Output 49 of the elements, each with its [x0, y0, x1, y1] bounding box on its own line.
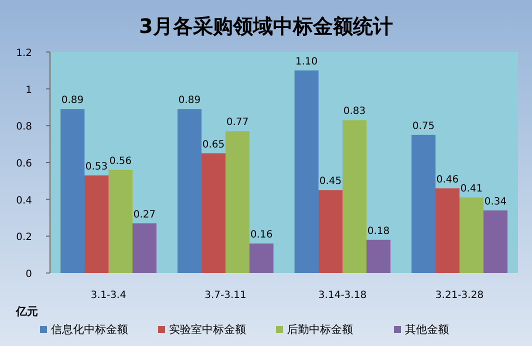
x-tick-label: 3.14-3.18	[318, 290, 367, 301]
data-label: 0.45	[319, 176, 342, 188]
bar	[249, 244, 274, 273]
data-label: 0.27	[133, 209, 156, 220]
bar	[436, 188, 460, 273]
legend-label: 信息化中标金额	[51, 323, 128, 336]
chart-title: 3月各采购领域中标金额统计	[139, 14, 393, 38]
y-tick-label: 0.8	[16, 122, 32, 133]
y-tick-label: 0.4	[16, 195, 32, 206]
bar	[342, 120, 366, 273]
data-label: 0.46	[436, 174, 459, 186]
data-label: 0.75	[412, 120, 435, 132]
bar	[84, 175, 108, 273]
bar	[132, 223, 156, 273]
data-label: 0.65	[202, 139, 225, 150]
legend-label: 其他金额	[405, 323, 449, 336]
x-tick-label: 3.7-3.11	[204, 290, 246, 301]
bar	[366, 240, 390, 273]
bar	[412, 134, 436, 273]
data-label: 0.34	[484, 196, 507, 208]
bar	[294, 70, 319, 273]
data-label: 0.53	[85, 161, 108, 172]
data-label: 0.16	[250, 230, 273, 241]
data-label: 0.83	[343, 106, 366, 118]
data-label: 0.77	[226, 117, 249, 128]
y-axis-title: 亿元	[15, 305, 38, 318]
bar	[226, 131, 250, 273]
data-label: 0.89	[178, 95, 201, 106]
bar	[60, 109, 85, 273]
y-tick-label: 0.2	[16, 232, 32, 244]
bar	[202, 153, 226, 273]
data-label: 0.41	[460, 183, 483, 194]
data-label: 1.10	[295, 56, 318, 68]
y-tick-label: 1.2	[16, 48, 32, 59]
bar	[483, 210, 508, 273]
legend-label: 实验室中标金额	[169, 323, 246, 336]
bar	[178, 109, 202, 273]
bar	[460, 197, 484, 273]
data-label: 0.56	[109, 156, 132, 167]
bar	[108, 170, 132, 273]
x-tick-label: 3.21-3.28	[435, 290, 484, 301]
y-tick-label: 0	[26, 269, 32, 280]
legend-label: 后勤中标金额	[287, 323, 353, 336]
data-label: 0.89	[61, 95, 84, 106]
y-tick-label: 1	[26, 84, 32, 96]
data-label: 0.18	[367, 226, 390, 237]
y-tick-label: 0.6	[16, 158, 32, 170]
x-tick-label: 3.1-3.4	[90, 290, 126, 301]
bar	[318, 190, 342, 273]
